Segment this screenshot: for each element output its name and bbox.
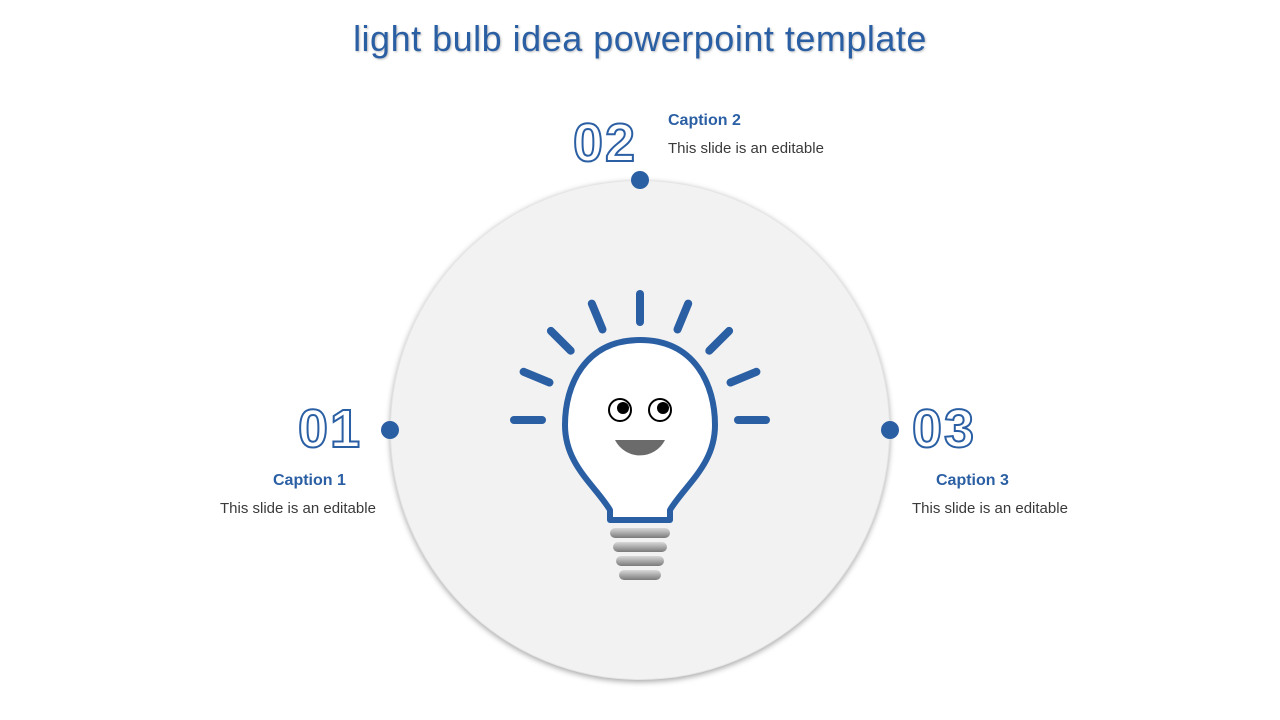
step-number-2: 02 bbox=[573, 112, 637, 174]
caption-3: Caption 3 bbox=[936, 472, 1009, 490]
lightbulb-icon bbox=[510, 250, 770, 595]
caption-2: Caption 2 bbox=[668, 112, 741, 130]
diagram-stage: 01 Caption 1 This slide is an editable 0… bbox=[0, 0, 1280, 720]
step-number-1: 01 bbox=[298, 398, 362, 460]
node-dot-3 bbox=[881, 421, 899, 439]
body-2: This slide is an editable bbox=[668, 140, 824, 157]
caption-1: Caption 1 bbox=[273, 472, 346, 490]
node-dot-1 bbox=[381, 421, 399, 439]
step-number-3: 03 bbox=[912, 398, 976, 460]
body-1: This slide is an editable bbox=[220, 500, 376, 517]
body-3: This slide is an editable bbox=[912, 500, 1068, 517]
